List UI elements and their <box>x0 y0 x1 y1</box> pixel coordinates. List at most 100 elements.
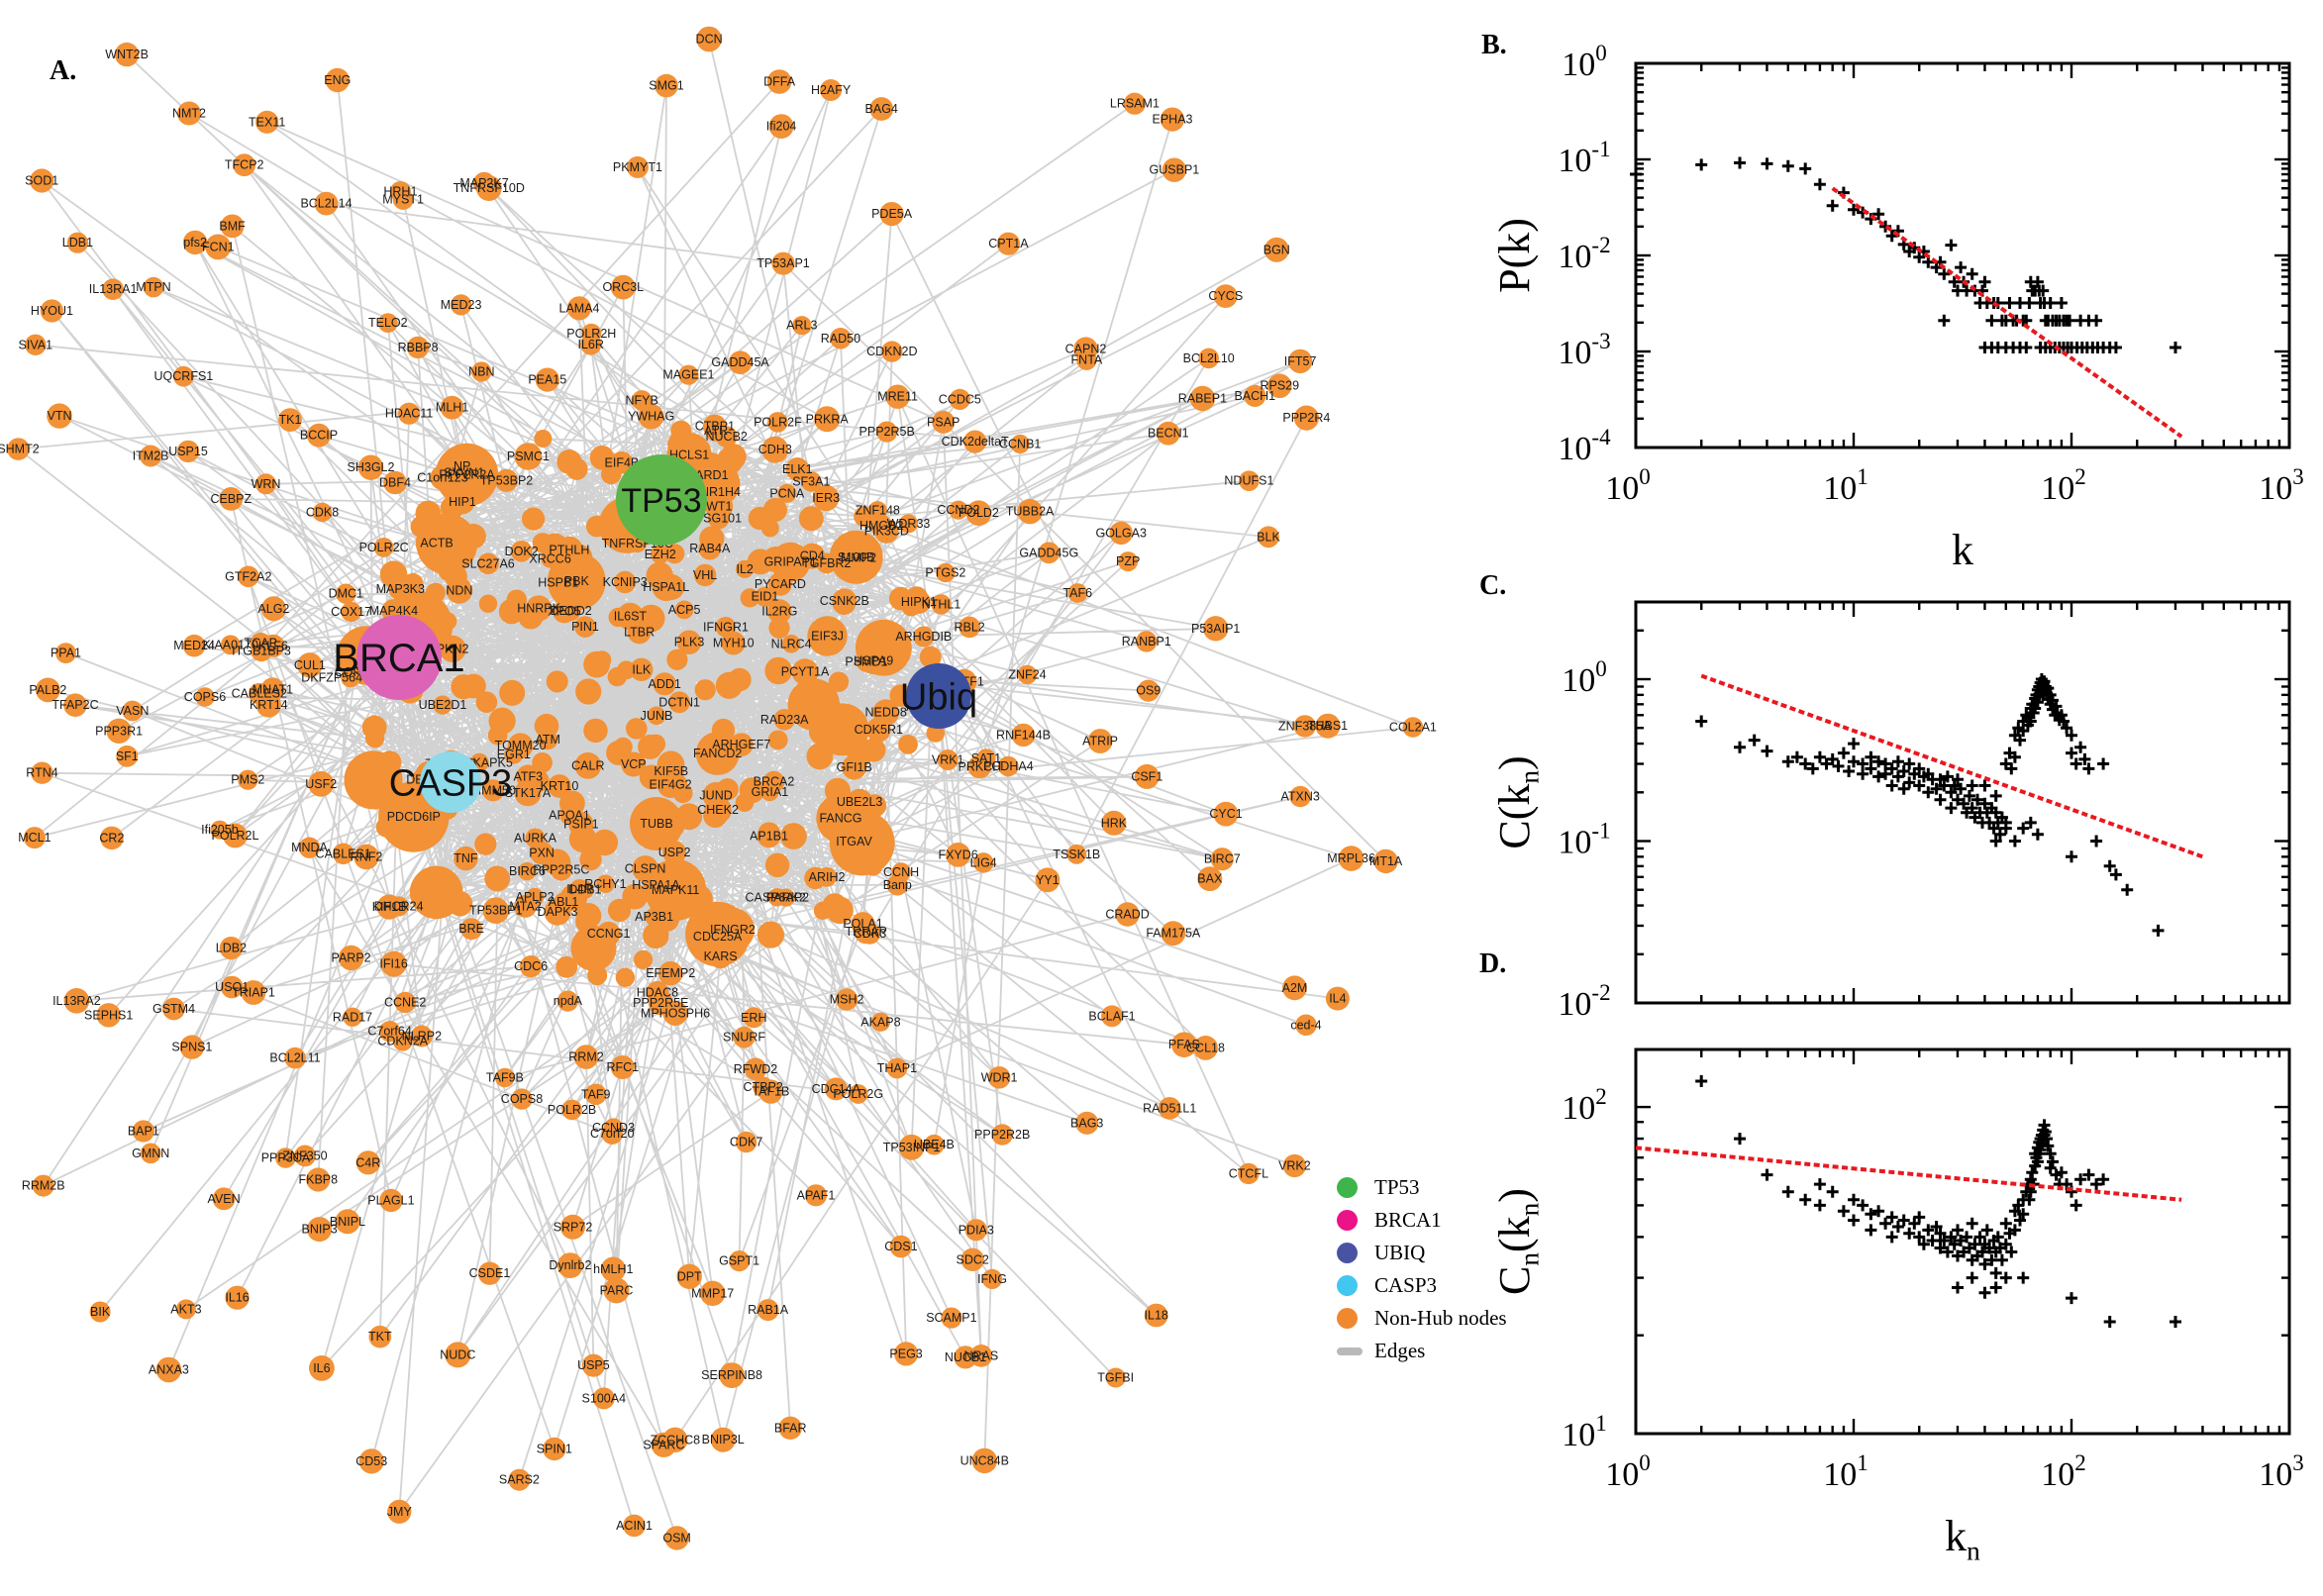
network-node <box>668 691 690 714</box>
network-node <box>719 1362 745 1388</box>
node-label: TAF9B <box>486 1071 524 1085</box>
node-label: FKBP8 <box>298 1173 338 1187</box>
network-node <box>297 652 323 678</box>
network-node <box>355 1150 380 1175</box>
network-node <box>630 657 654 681</box>
network-node <box>573 1045 599 1069</box>
network-node <box>477 1261 502 1285</box>
network-node <box>931 594 952 615</box>
network-node <box>755 586 775 607</box>
network-node <box>828 671 850 692</box>
network-node <box>182 230 208 255</box>
node-label: ATM <box>535 733 559 747</box>
node-label: CD53 <box>355 1454 387 1468</box>
node-label: GMNN <box>132 1147 169 1160</box>
network-node <box>758 822 780 845</box>
network-node <box>1402 717 1424 738</box>
node-label: GFI1B <box>837 760 872 774</box>
node-label: IFNG <box>977 1272 1007 1286</box>
network-node <box>1123 92 1146 115</box>
node-label: ABL1 <box>549 895 579 909</box>
network-node <box>761 436 789 463</box>
node-label: TRIAP1 <box>232 986 275 1000</box>
node-label: MED24 <box>173 639 215 652</box>
network-node <box>824 1077 848 1101</box>
node-label: A2M <box>1282 981 1308 995</box>
node-label: BAX <box>1197 872 1223 886</box>
network-node <box>514 443 543 470</box>
node-label: CDK2deltaT <box>942 435 1009 449</box>
node-label: pfs2 <box>183 236 207 249</box>
network-node <box>1156 421 1180 446</box>
network-node <box>471 361 492 382</box>
network-node <box>867 501 887 521</box>
node-label: PBK <box>564 574 590 588</box>
node-label: GADD45A <box>711 355 769 369</box>
node-label: THAP1 <box>877 1061 917 1075</box>
node-label: PXN <box>529 847 555 860</box>
network-node <box>241 980 266 1005</box>
network-node <box>1118 551 1139 572</box>
node-label: ITGB1BP3 <box>232 645 291 658</box>
network-node <box>1109 521 1133 546</box>
node-label: RBL2 <box>954 620 984 634</box>
node-label: TP53BP1 <box>469 904 523 918</box>
network-node <box>332 843 354 865</box>
node-label: VRK1 <box>932 753 964 767</box>
network-node <box>1144 1303 1168 1328</box>
network-node <box>575 903 602 929</box>
network-node <box>1287 349 1313 374</box>
network-node <box>376 894 402 920</box>
node-label: BIRC6 <box>509 864 546 878</box>
network-node <box>672 783 693 804</box>
node-label: RCHY1 <box>584 877 626 891</box>
node-label: ERH <box>741 1011 766 1025</box>
network-node <box>475 691 498 713</box>
node-label: TGFBR2 <box>802 556 851 570</box>
network-node <box>414 817 439 842</box>
node-label: ENG <box>324 73 351 87</box>
network-node <box>548 897 567 917</box>
network-node <box>561 1099 582 1121</box>
network-node <box>767 599 792 624</box>
node-label: TAF1B <box>752 1085 789 1099</box>
node-label: CSF1 <box>1131 769 1162 783</box>
node-label: GUSBP1 <box>1150 163 1200 177</box>
network-node <box>260 677 285 702</box>
node-label: RPS29 <box>1260 379 1299 393</box>
node-label: CCND3 <box>592 1121 635 1135</box>
node-label: CDK7 <box>730 1136 762 1149</box>
network-node <box>63 988 90 1014</box>
network-node <box>1193 1036 1218 1060</box>
network-node <box>212 1187 236 1211</box>
node-label: GOLGA3 <box>1095 526 1146 540</box>
node-label: MAP3K3 <box>376 582 425 596</box>
node-label: CCNH <box>883 865 919 879</box>
node-label: TK1 <box>279 413 302 427</box>
node-label: Dynlrb2 <box>549 1258 591 1272</box>
node-label: RANBP1 <box>1122 635 1171 648</box>
node-label: JUNB <box>641 709 673 723</box>
node-label: PLAGL1 <box>367 1194 414 1208</box>
network-node <box>766 69 792 94</box>
node-label: NEDD8 <box>865 706 907 720</box>
node-label: HDAC11 <box>385 407 433 421</box>
node-label: MRE11 <box>877 390 918 404</box>
network-node <box>566 296 592 321</box>
node-label: PCDHA4 <box>983 759 1034 773</box>
network-node <box>973 852 994 873</box>
node-label: SRP72 <box>554 1220 593 1234</box>
node-label: ACIN1 <box>616 1519 653 1533</box>
network-node <box>685 901 751 967</box>
node-label: AP3B1 <box>635 910 673 924</box>
network-node <box>1189 385 1216 412</box>
legend-item-ubiq: UBIQ <box>1337 1237 1507 1269</box>
tick-label: 100 <box>1605 464 1651 507</box>
hub-node-brca1 <box>356 615 442 700</box>
node-label: GRIA1 <box>752 785 789 799</box>
node-label: TOMM20 <box>495 739 547 752</box>
network-node <box>559 883 588 912</box>
network-node <box>710 1427 736 1452</box>
network-node <box>949 500 968 520</box>
network-node <box>378 1021 401 1043</box>
